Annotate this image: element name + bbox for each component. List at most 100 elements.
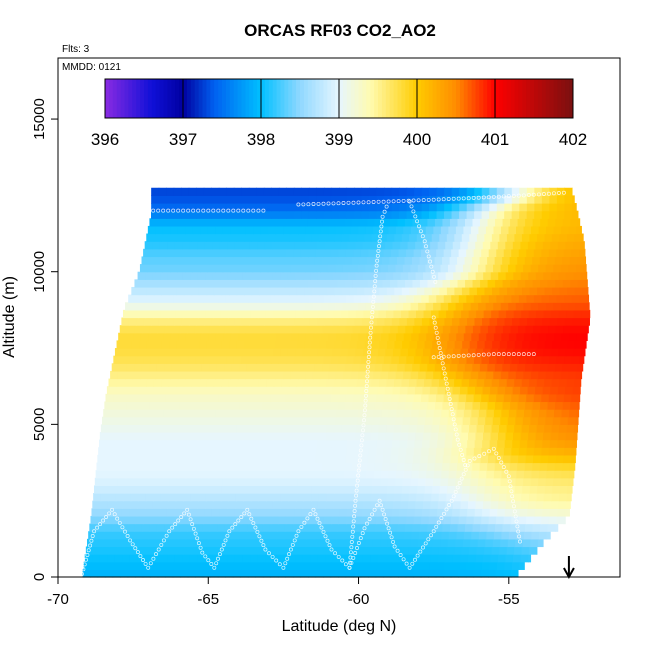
heatmap-cell bbox=[539, 363, 549, 372]
heatmap-cell bbox=[293, 294, 302, 303]
heatmap-cell bbox=[487, 218, 496, 227]
track-point bbox=[357, 458, 362, 463]
heatmap-cell bbox=[433, 531, 442, 540]
heatmap-cell bbox=[412, 363, 421, 372]
heatmap-cell bbox=[470, 477, 479, 487]
heatmap-cell bbox=[293, 210, 302, 219]
heatmap-cell bbox=[466, 248, 475, 258]
heatmap-cell bbox=[397, 462, 406, 471]
track-point bbox=[369, 315, 374, 320]
heatmap-cell bbox=[445, 271, 454, 280]
colorbar-swatch bbox=[417, 79, 422, 118]
heatmap-cell bbox=[354, 203, 363, 212]
heatmap-cell bbox=[206, 546, 215, 555]
heatmap-cell bbox=[568, 264, 577, 273]
heatmap-cell bbox=[230, 370, 239, 380]
heatmap-cell bbox=[452, 439, 461, 448]
heatmap-cell bbox=[464, 218, 474, 227]
heatmap-cell bbox=[215, 302, 224, 311]
track-point bbox=[410, 561, 415, 566]
heatmap-cell bbox=[417, 416, 426, 425]
heatmap-cell bbox=[331, 561, 340, 570]
heatmap-cell bbox=[541, 203, 550, 212]
heatmap-cell bbox=[219, 439, 228, 448]
heatmap-cell bbox=[483, 500, 492, 509]
heatmap-cell bbox=[424, 485, 433, 494]
heatmap-cell bbox=[137, 431, 146, 441]
heatmap-cell bbox=[353, 294, 362, 303]
heatmap-cell bbox=[354, 317, 363, 326]
colorbar-swatch bbox=[553, 79, 558, 118]
heatmap-cell bbox=[175, 309, 184, 319]
heatmap-cell bbox=[434, 363, 443, 372]
track-point bbox=[531, 352, 536, 357]
track-point bbox=[376, 199, 381, 204]
heatmap-cell bbox=[128, 393, 137, 403]
heatmap-cell bbox=[304, 340, 313, 349]
heatmap-cell bbox=[346, 203, 355, 212]
heatmap-cell bbox=[429, 187, 438, 196]
track-point bbox=[365, 369, 370, 374]
heatmap-cell bbox=[502, 256, 511, 265]
heatmap-cell bbox=[376, 447, 385, 456]
heatmap-cell bbox=[520, 386, 529, 395]
heatmap-cell bbox=[164, 256, 173, 265]
heatmap-cell bbox=[234, 554, 244, 563]
heatmap-cell bbox=[498, 271, 507, 280]
heatmap-cell bbox=[491, 378, 500, 387]
heatmap-cell bbox=[411, 531, 420, 540]
heatmap-cell bbox=[285, 569, 294, 578]
heatmap-cell bbox=[487, 401, 496, 410]
heatmap-cell bbox=[329, 279, 338, 288]
heatmap-cell bbox=[393, 271, 402, 280]
heatmap-cell bbox=[269, 279, 278, 288]
heatmap-cell bbox=[558, 500, 567, 509]
heatmap-cell bbox=[304, 233, 313, 242]
heatmap-cell bbox=[430, 271, 439, 280]
heatmap-cell bbox=[225, 447, 234, 456]
heatmap-cell bbox=[482, 241, 491, 250]
track-point bbox=[371, 200, 376, 204]
heatmap-cell bbox=[103, 470, 112, 479]
heatmap-cell bbox=[240, 294, 249, 303]
track-point bbox=[447, 503, 452, 507]
heatmap-cell bbox=[143, 393, 152, 403]
heatmap-cell bbox=[444, 187, 453, 196]
heatmap-cell bbox=[356, 485, 366, 494]
heatmap-cell bbox=[429, 561, 438, 570]
track-point bbox=[373, 273, 378, 278]
heatmap-cell bbox=[438, 493, 447, 502]
heatmap-cell bbox=[588, 309, 591, 319]
heatmap-cell bbox=[512, 317, 521, 326]
track-point bbox=[438, 351, 443, 356]
heatmap-cell bbox=[130, 546, 140, 555]
heatmap-cell bbox=[529, 424, 538, 433]
heatmap-cell bbox=[544, 340, 553, 349]
colorbar-swatch bbox=[225, 79, 231, 118]
heatmap-cell bbox=[93, 546, 102, 555]
heatmap-cell bbox=[399, 317, 408, 326]
heatmap-cell bbox=[173, 294, 182, 303]
track-point bbox=[395, 548, 400, 553]
heatmap-cell bbox=[272, 500, 281, 509]
heatmap-cell bbox=[168, 378, 177, 387]
heatmap-cell bbox=[227, 554, 236, 563]
heatmap-cell bbox=[147, 302, 156, 311]
heatmap-cell bbox=[427, 523, 436, 532]
colorbar-swatch bbox=[409, 79, 414, 118]
heatmap-cell bbox=[517, 256, 526, 265]
heatmap-cell bbox=[430, 241, 439, 250]
heatmap-cell bbox=[313, 332, 322, 341]
heatmap-cell bbox=[421, 203, 430, 212]
heatmap-cell bbox=[250, 554, 259, 563]
heatmap-cell bbox=[240, 569, 249, 578]
heatmap-cell bbox=[317, 431, 326, 441]
colorbar-swatch bbox=[245, 79, 250, 118]
heatmap-cell bbox=[452, 554, 461, 563]
heatmap-cell bbox=[554, 409, 563, 418]
heatmap-cell bbox=[218, 195, 227, 204]
track-point bbox=[380, 219, 384, 224]
heatmap-cell bbox=[248, 355, 257, 364]
heatmap-cell bbox=[404, 401, 413, 410]
heatmap-cell bbox=[398, 294, 407, 303]
